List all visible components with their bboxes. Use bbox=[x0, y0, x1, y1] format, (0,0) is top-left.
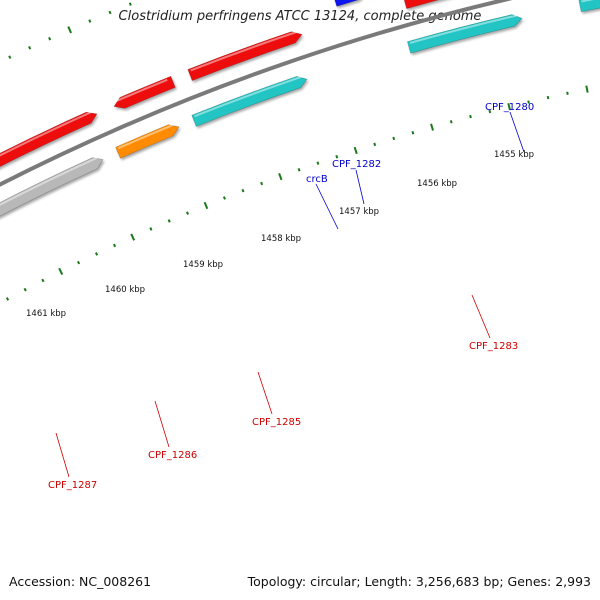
gene-arrow-cpf-1287-inner-highlight bbox=[0, 156, 98, 206]
inner-ruler-tick bbox=[58, 267, 64, 276]
inner-ruler-tick bbox=[203, 201, 209, 210]
inner-ruler-tick bbox=[585, 85, 589, 93]
gene-arrow-cpf-1287-outer-body bbox=[0, 111, 98, 167]
gene-arrow-inner-edge-highlight bbox=[581, 0, 595, 3]
inner-ruler-tick bbox=[392, 136, 396, 141]
gene-arrow-crcb-lower-body bbox=[334, 0, 359, 7]
backbone bbox=[0, 0, 513, 187]
gene-arrow-cpf-1287-inner-body bbox=[0, 157, 104, 217]
outer-ruler-tick bbox=[67, 26, 73, 34]
inner-ruler-tick bbox=[488, 109, 492, 114]
backbone-arc bbox=[0, 0, 513, 187]
leader-cpf-1283 bbox=[471, 294, 491, 339]
gene-arrow-cpf-1286-inner-body bbox=[115, 124, 180, 159]
leader-crcb bbox=[315, 183, 339, 230]
gene-label-cpf-1280[interactable]: CPF_1280 bbox=[485, 102, 534, 113]
gene-arrow-cpf-1283-inner-body bbox=[406, 14, 523, 54]
outer-ruler-tick bbox=[108, 10, 112, 15]
gene-arrow-cpf-1285-outer-highlight bbox=[190, 31, 297, 72]
gene-label-crcb[interactable]: crcB bbox=[306, 174, 328, 185]
kbp-label-1458: 1458 kbp bbox=[261, 234, 301, 244]
inner-ruler-tick bbox=[373, 142, 377, 147]
inner-ruler-tick bbox=[130, 233, 136, 241]
inner-ruler-tick bbox=[278, 172, 283, 181]
inner-ruler-tick bbox=[566, 91, 569, 95]
inner-ruler-tick bbox=[469, 114, 472, 119]
inner-ruler-tick bbox=[546, 95, 550, 100]
inner-ruler-tick bbox=[167, 219, 171, 223]
kbp-label-1455: 1455 kbp bbox=[494, 150, 534, 160]
inner-ruler-tick bbox=[77, 260, 81, 265]
gene-arrow-cpf-1285-inner-body bbox=[191, 76, 308, 127]
leader-cpf-1286 bbox=[154, 400, 170, 448]
inner-ruler-tick bbox=[260, 181, 264, 186]
gene-arrow-cpf-1285-outer-body bbox=[187, 31, 303, 82]
gene-arrow-cpf-1287-outer-highlight bbox=[0, 111, 92, 157]
gene-arrow-cpf-1286-inner-highlight bbox=[118, 123, 174, 150]
map-title: Clostridium perfringens ATCC 13124, comp… bbox=[118, 9, 482, 24]
kbp-label-1459: 1459 kbp bbox=[183, 260, 223, 270]
outer-ruler-tick bbox=[48, 36, 52, 41]
leader-cpf-1285 bbox=[257, 371, 273, 415]
gene-arrow-cpf-1283-outer bbox=[403, 0, 440, 9]
inner-ruler-tick bbox=[316, 161, 320, 165]
kbp-labels: 1455 kbp 1456 kbp 1457 kbp 1458 kbp 1459… bbox=[26, 150, 534, 319]
kbp-label-1457: 1457 kbp bbox=[339, 207, 379, 217]
gene-label-cpf-1285[interactable]: CPF_1285 bbox=[252, 417, 301, 428]
outer-ruler-tick bbox=[8, 55, 12, 59]
gene-arrow-crcb-lower bbox=[334, 0, 359, 7]
gene-arrow-cpf-1286-inner bbox=[115, 123, 180, 159]
outer-ruler-tick bbox=[88, 19, 92, 23]
gene-arrow-cpf-1287-inner bbox=[0, 156, 104, 217]
gene-label-cpf-1287[interactable]: CPF_1287 bbox=[48, 480, 97, 491]
inner-ruler-tick bbox=[113, 243, 117, 248]
inner-ruler-tick bbox=[222, 196, 226, 200]
genes bbox=[0, 0, 600, 217]
gene-arrow-cpf-1285-outer bbox=[187, 31, 303, 82]
gene-arrow-inner-edge bbox=[578, 0, 600, 13]
gene-arrow-cpf-1283-inner bbox=[406, 14, 523, 54]
inner-ruler-tick bbox=[94, 252, 99, 256]
kbp-label-1461: 1461 kbp bbox=[26, 309, 66, 319]
inner-ruler-tick bbox=[411, 130, 415, 135]
gene-arrow-cpf-1287-outer bbox=[0, 111, 98, 167]
inner-ruler-tick bbox=[41, 278, 45, 283]
kbp-label-1456: 1456 kbp bbox=[417, 179, 457, 189]
outer-ruler-tick bbox=[128, 2, 132, 6]
outer-ruler-tick bbox=[28, 46, 32, 50]
genome-stats: Topology: circular; Length: 3,256,683 bp… bbox=[247, 574, 591, 589]
gene-label-cpf-1286[interactable]: CPF_1286 bbox=[148, 450, 197, 461]
inner-ruler-tick bbox=[430, 123, 434, 131]
inner-ruler-tick bbox=[335, 154, 339, 159]
gene-arrow-cpf-1283-inner-highlight bbox=[409, 14, 517, 44]
gene-arrow-cpf-1285-inner bbox=[191, 75, 308, 127]
gene-arrow-cpf-1283-outer-body bbox=[403, 0, 440, 9]
inner-ruler-tick bbox=[186, 211, 190, 215]
inner-ruler-tick bbox=[23, 287, 27, 292]
gene-arrow-inner-edge-body bbox=[578, 0, 600, 13]
gene-arrow-cpf-1285-inner-highlight bbox=[194, 75, 302, 118]
gene-arrow-cpf-1286-outer-highlight bbox=[114, 78, 168, 103]
leader-cpf-1280 bbox=[509, 111, 525, 153]
kbp-label-1460: 1460 kbp bbox=[105, 285, 145, 295]
ruler-ticks bbox=[5, 2, 589, 301]
inner-ruler-tick bbox=[507, 103, 511, 111]
leader-cpf-1287 bbox=[55, 432, 70, 478]
inner-ruler-tick bbox=[241, 188, 245, 193]
inner-ruler-tick bbox=[449, 120, 453, 124]
gene-labels: CPF_1280 CPF_1282 crcB CPF_1283 CPF_1285… bbox=[48, 102, 534, 491]
inner-ruler-tick bbox=[297, 168, 301, 172]
gene-label-cpf-1282[interactable]: CPF_1282 bbox=[332, 159, 381, 170]
inner-ruler-tick bbox=[5, 297, 10, 301]
gene-arrow-cpf-1286-outer bbox=[113, 75, 176, 109]
gene-label-cpf-1283[interactable]: CPF_1283 bbox=[469, 341, 518, 352]
gene-arrow-cpf-1286-outer-body bbox=[113, 75, 176, 109]
leader-cpf-1282 bbox=[355, 169, 365, 205]
inner-ruler-tick bbox=[527, 100, 530, 104]
accession-label: Accession: NC_008261 bbox=[9, 574, 152, 589]
inner-ruler-tick bbox=[353, 146, 358, 155]
inner-ruler-tick bbox=[149, 227, 153, 231]
